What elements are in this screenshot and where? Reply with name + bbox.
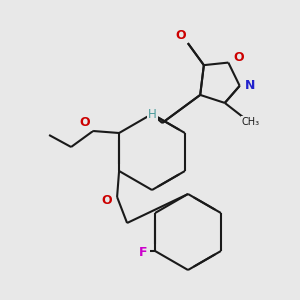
Text: O: O	[233, 51, 244, 64]
Text: N: N	[244, 79, 255, 92]
Text: F: F	[139, 247, 147, 260]
Text: CH₃: CH₃	[242, 117, 260, 127]
Text: O: O	[102, 194, 112, 208]
Text: O: O	[176, 28, 186, 42]
Text: O: O	[80, 116, 90, 130]
Text: H: H	[148, 108, 157, 122]
